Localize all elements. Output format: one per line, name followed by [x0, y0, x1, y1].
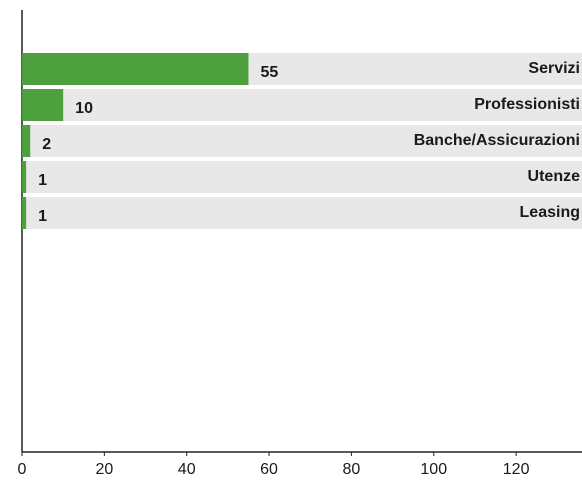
bar: [22, 125, 31, 157]
category-label: Banche/Assicurazioni: [414, 132, 580, 149]
bar: [22, 89, 64, 121]
value-label: 1: [38, 172, 47, 189]
bar: [22, 197, 27, 229]
x-tick-label: 120: [503, 461, 530, 478]
x-tick-label: 100: [420, 461, 447, 478]
x-tick-label: 40: [178, 461, 196, 478]
x-tick-label: 80: [343, 461, 361, 478]
bar: [22, 161, 27, 193]
bar-track: [23, 89, 582, 121]
value-label: 2: [42, 136, 51, 153]
category-label: Leasing: [520, 204, 580, 221]
value-label: 1: [38, 208, 47, 225]
value-label: 55: [260, 64, 278, 81]
bar: [22, 53, 249, 85]
x-tick-label: 0: [18, 461, 27, 478]
x-tick-label: 60: [260, 461, 278, 478]
category-label: Professionisti: [474, 96, 580, 113]
bar-track: [23, 125, 582, 157]
category-label: Utenze: [528, 168, 581, 185]
value-label: 10: [75, 100, 93, 117]
x-tick-label: 20: [95, 461, 113, 478]
bar-track: [23, 161, 582, 193]
bar-track: [23, 197, 582, 229]
category-label: Servizi: [528, 60, 580, 77]
